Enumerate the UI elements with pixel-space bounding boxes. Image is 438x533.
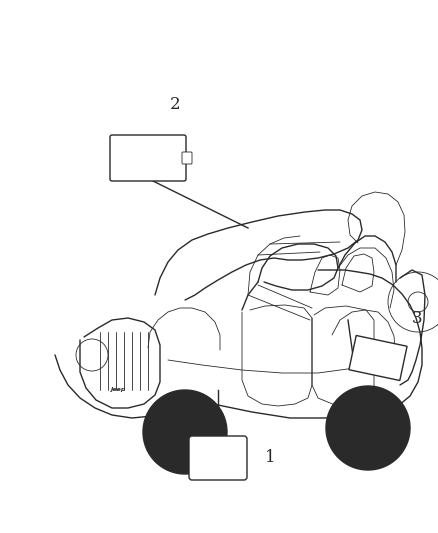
Circle shape <box>326 386 410 470</box>
FancyBboxPatch shape <box>182 152 192 164</box>
Circle shape <box>143 390 227 474</box>
Text: Jeep: Jeep <box>212 451 224 456</box>
Text: 2: 2 <box>170 96 180 113</box>
FancyBboxPatch shape <box>110 135 186 181</box>
Text: 3: 3 <box>412 310 423 327</box>
Polygon shape <box>349 335 407 381</box>
FancyBboxPatch shape <box>189 436 247 480</box>
Text: Jeep: Jeep <box>110 387 126 392</box>
Text: 1: 1 <box>265 449 276 466</box>
